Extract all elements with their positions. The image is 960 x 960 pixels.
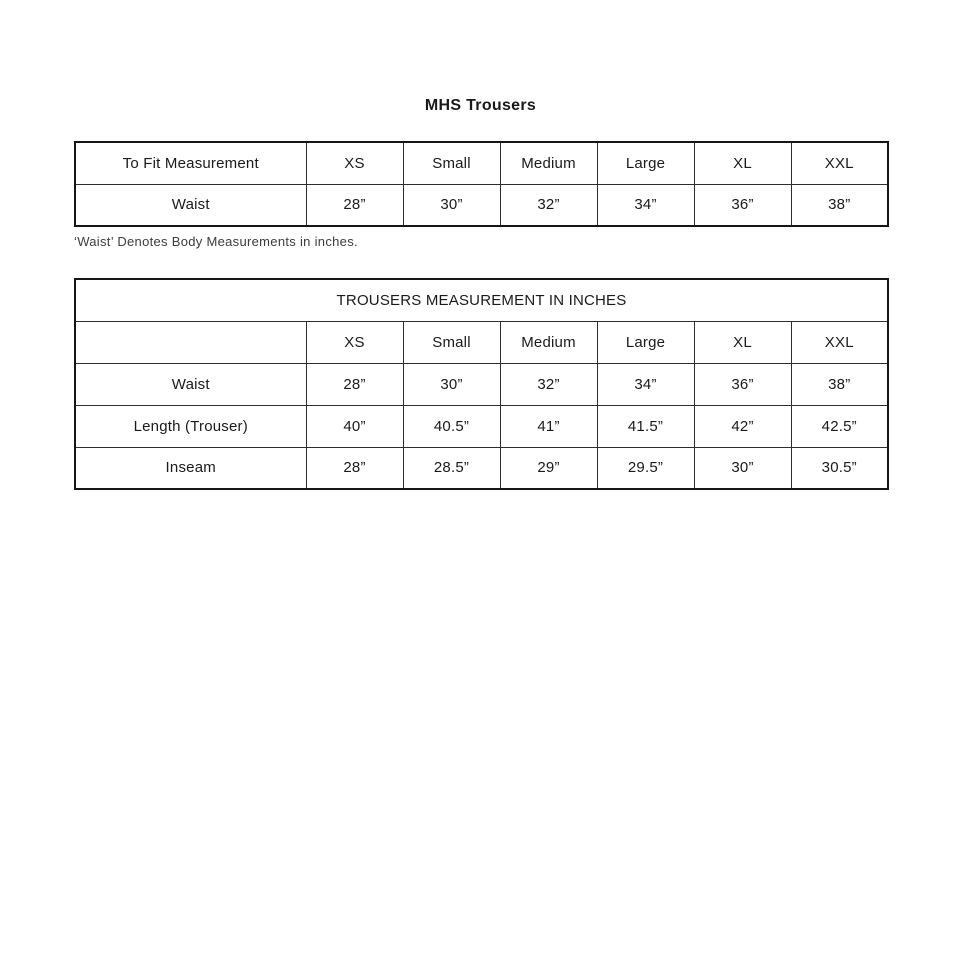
length-value-medium: 41” xyxy=(499,404,598,448)
row-label-waist: Waist xyxy=(74,362,307,406)
inseam-value-xxl: 30.5” xyxy=(790,446,889,490)
length-value-large: 41.5” xyxy=(596,404,695,448)
column-header-small: Small xyxy=(402,141,501,185)
inseam-value-xs: 28” xyxy=(305,446,404,490)
measurement-waist-row: Waist 28” 30” 32” 34” 36” 38” xyxy=(74,362,889,406)
waist-footnote: ‘Waist’ Denotes Body Measurements in inc… xyxy=(74,234,358,249)
fit-table-corner-header: To Fit Measurement xyxy=(74,141,307,185)
waist-value-small: 30” xyxy=(402,362,501,406)
row-label-waist: Waist xyxy=(74,183,307,227)
fit-table-waist-row: Waist 28” 30” 32” 34” 36” 38” xyxy=(74,183,889,227)
measurement-inseam-row: Inseam 28” 28.5” 29” 29.5” 30” 30.5” xyxy=(74,446,889,490)
column-header-medium: Medium xyxy=(499,141,598,185)
measurement-length-row: Length (Trouser) 40” 40.5” 41” 41.5” 42”… xyxy=(74,404,889,448)
row-label-length-trouser: Length (Trouser) xyxy=(74,404,307,448)
inseam-value-xl: 30” xyxy=(693,446,792,490)
column-header-xs: XS xyxy=(305,320,404,364)
measurement-corner-empty-cell xyxy=(74,320,307,364)
waist-value-medium: 32” xyxy=(499,362,598,406)
waist-value-xs: 28” xyxy=(305,362,404,406)
length-value-xxl: 42.5” xyxy=(790,404,889,448)
length-value-xl: 42” xyxy=(693,404,792,448)
column-header-large: Large xyxy=(596,320,695,364)
row-label-inseam: Inseam xyxy=(74,446,307,490)
length-value-xs: 40” xyxy=(305,404,404,448)
trousers-measurement-table: TROUSERS MEASUREMENT IN INCHES XS Small … xyxy=(74,278,890,490)
column-header-xs: XS xyxy=(305,141,404,185)
waist-value-xxl: 38” xyxy=(790,183,889,227)
waist-value-xl: 36” xyxy=(693,183,792,227)
column-header-medium: Medium xyxy=(499,320,598,364)
column-header-xxl: XXL xyxy=(790,141,889,185)
waist-value-xl: 36” xyxy=(693,362,792,406)
waist-value-large: 34” xyxy=(596,362,695,406)
measurement-table-title-row: TROUSERS MEASUREMENT IN INCHES xyxy=(74,278,889,322)
inseam-value-medium: 29” xyxy=(499,446,598,490)
waist-value-xxl: 38” xyxy=(790,362,889,406)
column-header-xl: XL xyxy=(693,320,792,364)
measurement-table-title: TROUSERS MEASUREMENT IN INCHES xyxy=(74,278,889,322)
waist-value-xs: 28” xyxy=(305,183,404,227)
length-value-small: 40.5” xyxy=(402,404,501,448)
column-header-xxl: XXL xyxy=(790,320,889,364)
waist-value-small: 30” xyxy=(402,183,501,227)
fit-measurement-table: To Fit Measurement XS Small Medium Large… xyxy=(74,141,889,227)
page-title: MHS Trousers xyxy=(424,97,537,114)
column-header-large: Large xyxy=(596,141,695,185)
inseam-value-large: 29.5” xyxy=(596,446,695,490)
column-header-small: Small xyxy=(402,320,501,364)
fit-table-header-row: To Fit Measurement XS Small Medium Large… xyxy=(74,141,889,185)
waist-value-large: 34” xyxy=(596,183,695,227)
waist-value-medium: 32” xyxy=(499,183,598,227)
inseam-value-small: 28.5” xyxy=(402,446,501,490)
size-chart-page: MHS Trousers To Fit Measurement XS Small… xyxy=(74,97,890,490)
measurement-table-header-row: XS Small Medium Large XL XXL xyxy=(74,320,889,364)
column-header-xl: XL xyxy=(693,141,792,185)
